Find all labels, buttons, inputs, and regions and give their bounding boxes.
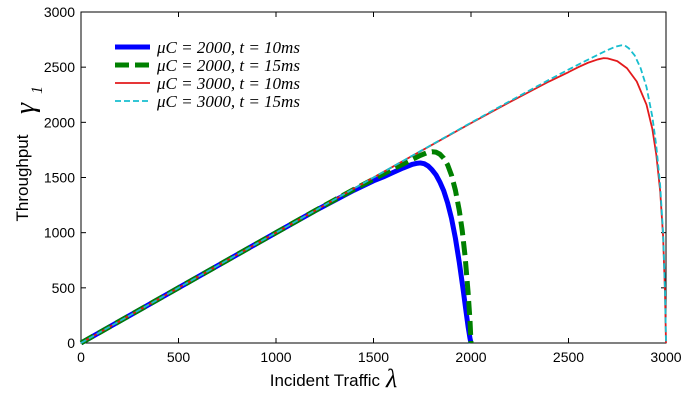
y-tick-label: 0 (67, 335, 75, 351)
legend-label-2: μC = 2000, t = 15ms (156, 56, 300, 75)
y-tick-label: 1500 (44, 170, 75, 186)
legend-label-3: μC = 3000, t = 10ms (156, 74, 300, 93)
y-tick-label: 3000 (44, 4, 75, 20)
y-tick-labels: 0 500 1000 1500 2000 2500 3000 (44, 4, 75, 351)
series-layer (79, 44, 667, 346)
x-tick-labels: 0 500 1000 1500 2000 2500 3000 (77, 349, 682, 365)
legend-label-4: μC = 3000, t = 15ms (156, 92, 300, 111)
x-tick-label: 500 (167, 349, 191, 365)
y-axis-label: Throughput (13, 134, 32, 221)
x-tick-label: 1500 (358, 349, 389, 365)
series-line-4 (80, 44, 667, 344)
x-tick-label: 2000 (455, 349, 486, 365)
y-tick-label: 500 (52, 280, 76, 296)
x-tick-label: 2500 (553, 349, 584, 365)
legend-label-1: μC = 2000, t = 10ms (156, 38, 300, 57)
x-tick-label: 3000 (650, 349, 681, 365)
x-axis-symbol: λ (385, 364, 397, 393)
x-tick-label: 1000 (260, 349, 291, 365)
y-tick-label: 2500 (44, 59, 75, 75)
y-axis-subscript: 1 (29, 86, 46, 94)
y-tick-label: 1000 (44, 225, 75, 241)
x-axis-label: Incident Traffic (270, 371, 381, 390)
y-tick-label: 2000 (44, 114, 75, 130)
x-tick-label: 0 (77, 349, 85, 365)
y-axis-symbol: γ (10, 102, 41, 114)
